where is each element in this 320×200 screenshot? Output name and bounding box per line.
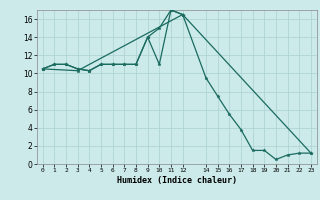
X-axis label: Humidex (Indice chaleur): Humidex (Indice chaleur) (117, 176, 237, 185)
